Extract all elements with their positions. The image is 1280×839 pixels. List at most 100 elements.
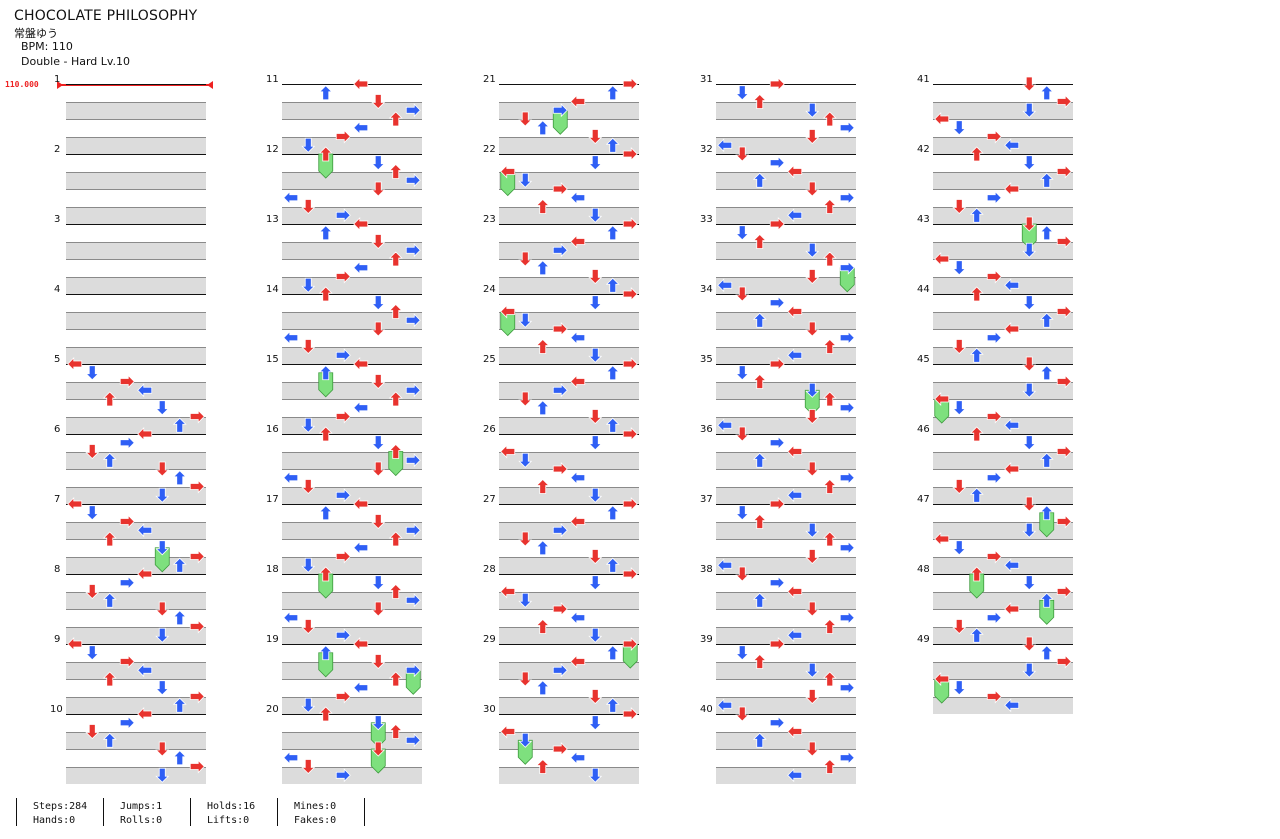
measure-number: 22 (483, 144, 496, 155)
beat-line (933, 346, 1073, 348)
measure-number: 7 (54, 494, 61, 505)
beat-line (66, 469, 206, 470)
measure-number: 23 (483, 214, 496, 225)
beat-line (66, 381, 206, 383)
beat-line (716, 469, 856, 470)
beat-line (66, 276, 206, 278)
measure-line (282, 294, 422, 295)
beat-line (282, 731, 422, 733)
stat-group-holds: Holds:16 Lifts:0 (190, 798, 277, 826)
beat-line (282, 381, 422, 383)
beat-band (933, 609, 1073, 627)
measure-17 (282, 504, 422, 574)
beat-line (282, 556, 422, 558)
beat-band (499, 171, 639, 189)
beat-band (933, 486, 1073, 504)
measure-number: 44 (917, 284, 930, 295)
beat-band (282, 154, 422, 172)
measure-line (716, 714, 856, 715)
beat-line (933, 329, 1073, 330)
beat-band (66, 731, 206, 749)
beat-line (66, 171, 206, 173)
beat-band (282, 416, 422, 434)
beat-band (66, 504, 206, 522)
beat-band (499, 696, 639, 714)
beat-band (282, 171, 422, 189)
beat-band (282, 504, 422, 522)
beat-line (66, 136, 206, 138)
beat-band (66, 399, 206, 417)
measure-number: 24 (483, 284, 496, 295)
beat-band (933, 311, 1073, 329)
beat-line (282, 259, 422, 260)
beat-line (933, 241, 1073, 243)
beat-line (282, 346, 422, 348)
measure-4 (66, 294, 206, 364)
measure-number: 38 (700, 564, 713, 575)
beat-band (933, 119, 1073, 137)
beat-line (66, 679, 206, 680)
measure-23 (499, 224, 639, 294)
measure-27 (499, 504, 639, 574)
beat-band (716, 731, 856, 749)
beat-line (66, 241, 206, 243)
measure-line (716, 294, 856, 295)
beat-line (716, 416, 856, 418)
beat-band (499, 259, 639, 277)
measure-line (716, 574, 856, 575)
beat-line (716, 276, 856, 278)
beat-line (933, 609, 1073, 610)
beat-band (933, 101, 1073, 119)
beat-band (282, 451, 422, 469)
beat-line (66, 661, 206, 663)
beat-line (499, 329, 639, 330)
beat-band (716, 521, 856, 539)
beat-band (716, 469, 856, 487)
beat-line (66, 416, 206, 418)
beat-band (933, 539, 1073, 557)
beat-band (716, 311, 856, 329)
measure-number: 9 (54, 634, 61, 645)
beat-line (499, 661, 639, 663)
beat-line (499, 679, 639, 680)
beat-band (282, 539, 422, 557)
measure-number: 13 (266, 214, 279, 225)
beat-band (933, 84, 1073, 102)
stats-bar: Steps:284 Hands:0 Jumps:1 Rolls:0 Holds:… (16, 798, 365, 826)
beat-line (716, 399, 856, 400)
beat-line (282, 749, 422, 750)
measure-line (282, 224, 422, 225)
measure-6 (66, 434, 206, 504)
beat-line (282, 241, 422, 243)
beat-band (66, 154, 206, 172)
beat-band (499, 136, 639, 154)
measure-48 (933, 574, 1073, 644)
beat-band (499, 416, 639, 434)
beat-band (716, 609, 856, 627)
beat-band (716, 224, 856, 242)
beat-line (282, 136, 422, 138)
beat-line (66, 119, 206, 120)
measure-2 (66, 154, 206, 224)
beat-band (499, 189, 639, 207)
beat-line (66, 399, 206, 400)
beat-band (933, 696, 1073, 714)
measure-line (282, 504, 422, 505)
beat-band (282, 574, 422, 592)
stat-holds: Holds:16 (207, 801, 256, 812)
measure-number: 34 (700, 284, 713, 295)
bpm-label: BPM: 110 (21, 40, 73, 53)
beat-band (716, 84, 856, 102)
beat-line (282, 469, 422, 470)
measure-line (499, 154, 639, 155)
beat-band (716, 644, 856, 662)
beat-line (933, 171, 1073, 173)
beat-band (716, 136, 856, 154)
beat-line (66, 626, 206, 628)
beat-band (933, 206, 1073, 224)
beat-line (933, 556, 1073, 558)
beat-line (933, 101, 1073, 103)
beat-line (716, 311, 856, 313)
beat-line (933, 679, 1073, 680)
beat-band (66, 84, 206, 102)
